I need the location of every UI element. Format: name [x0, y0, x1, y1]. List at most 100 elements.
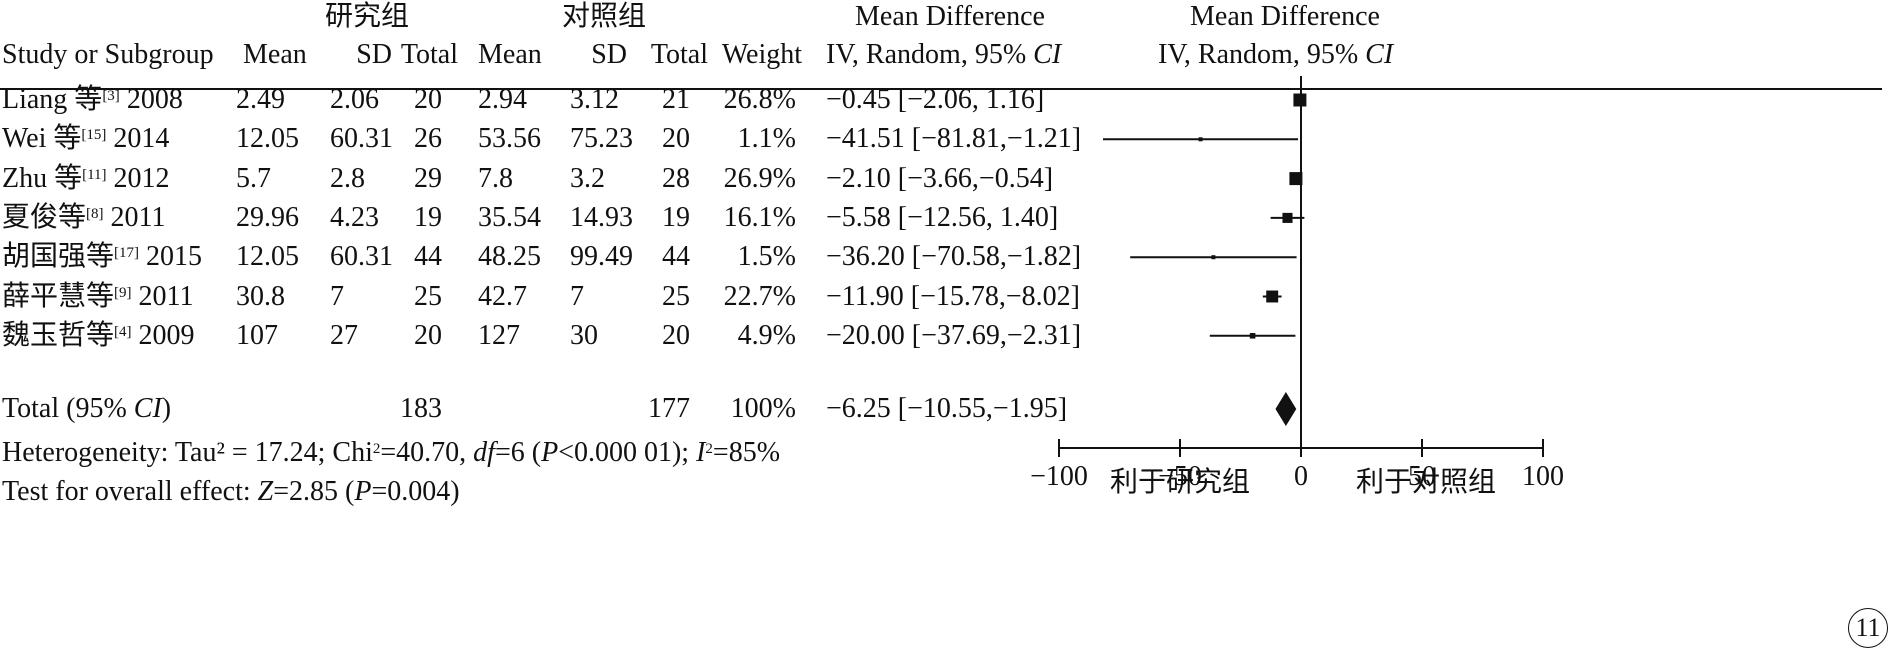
study-ci: −41.51 [−81.81,−1.21]	[826, 123, 1082, 155]
study-name: 夏俊等[8] 2011	[2, 201, 166, 233]
study-sd-g1: 2.8	[330, 162, 365, 194]
study-effect-marker	[1211, 255, 1216, 260]
study-effect-marker	[1249, 333, 1256, 339]
study-effect-marker	[1289, 172, 1303, 186]
study-sd-g2: 3.12	[570, 84, 619, 115]
study-sd-g1: 60.31	[330, 241, 393, 273]
x-axis-tick-label: −50	[1158, 461, 1202, 492]
study-weight: 22.7%	[723, 280, 796, 312]
study-mean-g1: 29.96	[236, 201, 299, 233]
total2-header: Total	[650, 39, 708, 70]
total2-value: 177	[648, 393, 690, 424]
study-mean-g1: 107	[236, 319, 278, 351]
plot-subtitle: IV, Random, 95% CI	[1158, 39, 1394, 70]
favors-control-group-label: 利于对照组	[1355, 467, 1496, 498]
study-sd-g2: 30	[570, 319, 598, 351]
sd2-header: SD	[591, 39, 627, 70]
group2-header: 对照组	[562, 1, 647, 32]
study-mean-g2: 2.94	[478, 84, 527, 115]
study-header: Study or Subgroup	[2, 39, 214, 70]
study-total-g1: 20	[414, 84, 442, 115]
study-sd-g2: 99.49	[570, 241, 633, 273]
study-total-g1: 44	[414, 241, 442, 273]
study-total-g1: 25	[414, 280, 442, 312]
study-mean-g1: 2.49	[236, 84, 285, 115]
md-column-subtitle: IV, Random, 95% CI	[826, 39, 1062, 70]
study-ci: −11.90 [−15.78,−8.02]	[826, 280, 1080, 312]
total1-header: Total	[400, 39, 458, 70]
study-ci: −0.45 [−2.06, 1.16]	[826, 84, 1045, 115]
study-mean-g1: 12.05	[236, 241, 299, 273]
mean1-header: Mean	[243, 39, 307, 70]
study-name: Liang 等[3] 2008	[2, 84, 183, 115]
study-total-g1: 20	[414, 319, 442, 351]
study-total-g2: 19	[662, 201, 690, 233]
study-name: 薛平慧等[9] 2011	[2, 280, 194, 312]
study-weight: 26.8%	[723, 84, 796, 115]
total-label: Total (95% CI)	[2, 393, 172, 424]
study-effect-marker	[1198, 137, 1203, 142]
study-sd-g1: 4.23	[330, 201, 379, 233]
study-total-g1: 26	[414, 123, 442, 155]
study-effect-marker	[1266, 290, 1279, 303]
study-total-g2: 28	[662, 162, 690, 194]
overall-effect-text: Test for overall effect: Z=2.85 (P=0.004…	[2, 476, 460, 507]
sd1-header: SD	[356, 39, 392, 70]
plot-title: Mean Difference	[1190, 1, 1380, 32]
study-sd-g1: 27	[330, 319, 358, 351]
mean2-header: Mean	[478, 39, 542, 70]
study-weight: 26.9%	[723, 162, 796, 194]
heterogeneity-text: Heterogeneity: Tau² = 17.24; Chi2=40.70,…	[2, 437, 781, 468]
study-mean-g2: 7.8	[478, 162, 513, 194]
study-effect-marker	[1293, 93, 1307, 107]
total-weight: 100%	[730, 393, 796, 424]
study-sd-g1: 2.06	[330, 84, 379, 115]
study-mean-g2: 48.25	[478, 241, 541, 273]
study-ci: −2.10 [−3.66,−0.54]	[826, 162, 1054, 194]
study-sd-g2: 14.93	[570, 201, 633, 233]
study-mean-g2: 127	[478, 319, 520, 351]
x-axis-tick-label: 100	[1522, 461, 1564, 492]
study-total-g1: 29	[414, 162, 442, 194]
study-weight: 1.5%	[737, 241, 796, 273]
study-sd-g1: 7	[330, 280, 344, 312]
study-ci: −5.58 [−12.56, 1.40]	[826, 201, 1059, 233]
study-mean-g2: 42.7	[478, 280, 527, 312]
study-sd-g2: 75.23	[570, 123, 633, 155]
study-sd-g1: 60.31	[330, 123, 393, 155]
study-total-g2: 20	[662, 319, 690, 351]
study-mean-g1: 12.05	[236, 123, 299, 155]
study-sd-g2: 3.2	[570, 162, 605, 194]
study-ci: −20.00 [−37.69,−2.31]	[826, 319, 1082, 351]
study-name: 魏玉哲等[4] 2009	[2, 319, 195, 351]
study-effect-marker	[1282, 212, 1293, 223]
study-weight: 4.9%	[737, 319, 796, 351]
study-name: Wei 等[15] 2014	[2, 123, 170, 155]
study-total-g2: 25	[662, 280, 690, 312]
study-mean-g1: 30.8	[236, 280, 285, 312]
weight-header: Weight	[721, 39, 802, 70]
study-sd-g2: 7	[570, 280, 584, 312]
study-ci: −36.20 [−70.58,−1.82]	[826, 241, 1082, 273]
total1-value: 183	[400, 393, 442, 424]
x-axis-tick-label: 50	[1408, 461, 1436, 492]
x-axis-tick-label: 0	[1294, 461, 1308, 492]
study-mean-g2: 35.54	[478, 201, 541, 233]
study-total-g2: 20	[662, 123, 690, 155]
favors-study-group-label: 利于研究组	[1109, 467, 1250, 498]
study-name: 胡国强等[17] 2015	[2, 241, 203, 273]
study-name: Zhu 等[11] 2012	[2, 162, 170, 194]
group1-header: 研究组	[325, 1, 410, 32]
x-axis-tick-label: −100	[1030, 461, 1088, 492]
study-weight: 16.1%	[723, 201, 796, 233]
study-mean-g2: 53.56	[478, 123, 541, 155]
total-ci: −6.25 [−10.55,−1.95]	[826, 393, 1068, 424]
figure-number-badge: 11	[1848, 608, 1888, 648]
md-column-title: Mean Difference	[855, 1, 1045, 32]
study-weight: 1.1%	[737, 123, 796, 155]
study-total-g2: 21	[662, 84, 690, 115]
pooled-effect-diamond	[1275, 392, 1297, 426]
header-rule	[0, 88, 1882, 90]
study-total-g1: 19	[414, 201, 442, 233]
